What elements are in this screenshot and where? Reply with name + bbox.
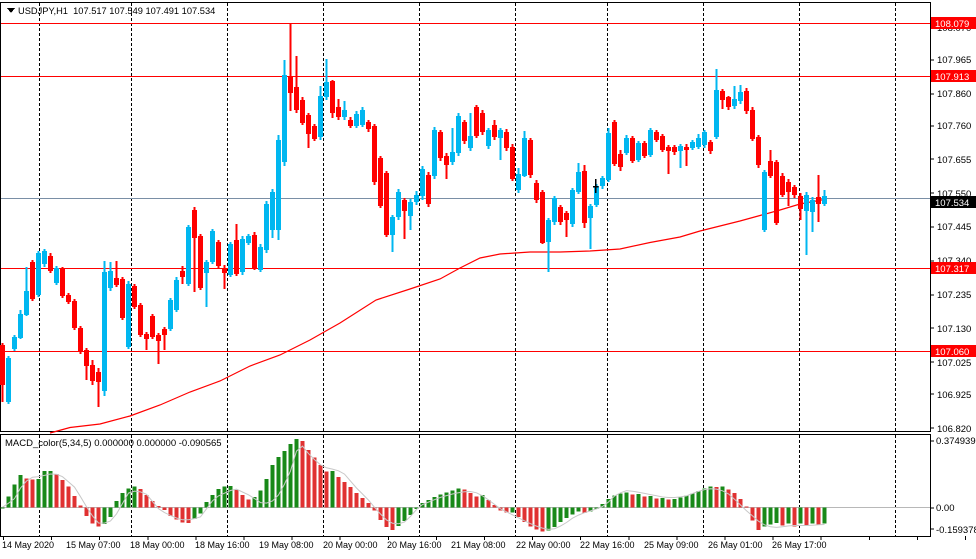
svg-text:-0.159378: -0.159378 (936, 525, 976, 536)
svg-text:107.317: 107.317 (935, 264, 969, 275)
svg-text:107.340: 107.340 (937, 256, 971, 267)
svg-text:108.079: 108.079 (935, 19, 969, 30)
svg-text:22 May 00:00: 22 May 00:00 (516, 540, 571, 550)
svg-text:14 May 2020: 14 May 2020 (2, 540, 54, 550)
svg-text:21 May 08:00: 21 May 08:00 (451, 540, 506, 550)
svg-text:25 May 09:00: 25 May 09:00 (644, 540, 699, 550)
svg-text:22 May 16:00: 22 May 16:00 (580, 540, 635, 550)
svg-text:107.534: 107.534 (935, 198, 969, 209)
svg-text:18 May 00:00: 18 May 00:00 (130, 540, 185, 550)
svg-text:106.820: 106.820 (937, 424, 971, 435)
svg-text:20 May 16:00: 20 May 16:00 (387, 540, 442, 550)
svg-text:USDJPY,H1 107.517 107.549 107: USDJPY,H1 107.517 107.549 107.491 107.53… (18, 6, 215, 16)
svg-text:18 May 16:00: 18 May 16:00 (195, 540, 250, 550)
svg-text:0.00: 0.00 (936, 503, 955, 514)
svg-text:107.965: 107.965 (937, 55, 971, 66)
svg-text:26 May 17:00: 26 May 17:00 (772, 540, 827, 550)
svg-text:107.760: 107.760 (937, 121, 971, 132)
svg-text:107.060: 107.060 (935, 347, 969, 358)
svg-text:0.374939: 0.374939 (936, 436, 976, 447)
svg-text:107.130: 107.130 (937, 324, 971, 335)
svg-text:19 May 08:00: 19 May 08:00 (259, 540, 314, 550)
svg-text:15 May 07:00: 15 May 07:00 (66, 540, 121, 550)
svg-text:107.025: 107.025 (937, 358, 971, 369)
svg-text:107.655: 107.655 (937, 155, 971, 166)
svg-text:107.860: 107.860 (937, 89, 971, 100)
svg-text:20 May 00:00: 20 May 00:00 (323, 540, 378, 550)
svg-text:107.445: 107.445 (937, 222, 971, 233)
svg-text:MACD_color(5,34,5) 0.000000 0.: MACD_color(5,34,5) 0.000000 0.000000 -0.… (5, 438, 222, 449)
svg-text:107.235: 107.235 (937, 290, 971, 301)
svg-text:106.925: 106.925 (937, 390, 971, 401)
svg-text:26 May 01:00: 26 May 01:00 (708, 540, 763, 550)
svg-text:107.550: 107.550 (937, 189, 971, 200)
svg-text:107.913: 107.913 (935, 72, 969, 83)
